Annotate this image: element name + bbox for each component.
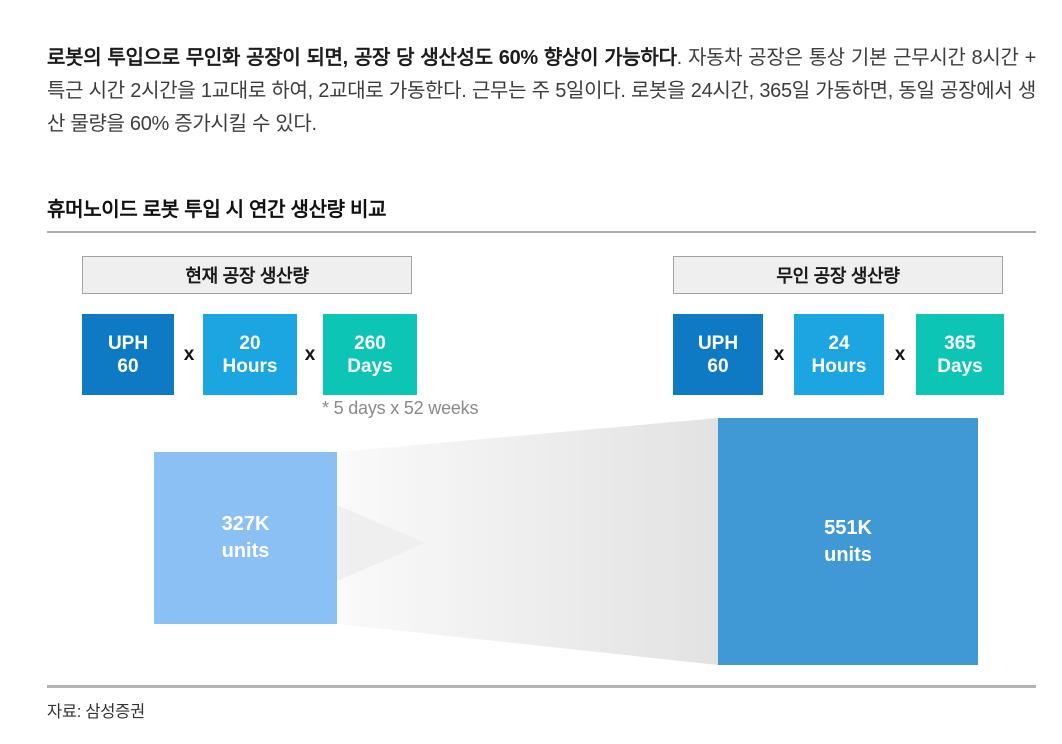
unmanned-days-line1: 365 [944, 332, 976, 354]
current-uph-line2: 60 [117, 355, 139, 377]
unmanned-hours-line1: 24 [828, 332, 850, 354]
unmanned-uph-line1: UPH [697, 332, 739, 354]
multiply-sign: x [183, 343, 195, 365]
unmanned-uph-line2: 60 [707, 355, 729, 377]
multiply-sign: x [304, 343, 316, 365]
current-days-line2: Days [347, 355, 393, 377]
unmanned-output-unit: units [824, 543, 872, 566]
title-rule [47, 231, 1036, 233]
current-hours-box: 20 Hours [203, 314, 297, 395]
unmanned-output-box: 551K units [718, 418, 978, 665]
unmanned-days-line2: Days [937, 355, 983, 377]
current-days-line1: 260 [354, 332, 386, 354]
current-output-unit: units [221, 540, 270, 562]
current-section-header: 현재 공장 생산량 [82, 256, 412, 294]
intro-paragraph: 로봇의 투입으로 무인화 공장이 되면, 공장 당 생산성도 60% 향상이 가… [47, 42, 1036, 141]
unmanned-section-header: 무인 공장 생산량 [673, 256, 1003, 294]
unmanned-hours-line2: Hours [811, 355, 867, 377]
source-note: 자료: 삼성증권 [47, 703, 145, 721]
intro-bold-sentence: 로봇의 투입으로 무인화 공장이 되면, 공장 당 생산성도 60% 향상이 가… [47, 47, 677, 69]
bottom-rule [47, 685, 1036, 688]
funnel-arrow-accent [337, 505, 425, 581]
multiply-sign: x [773, 343, 785, 365]
figure-title: 휴머노이드 로봇 투입 시 연간 생산량 비교 [47, 199, 387, 221]
current-output-box: 327K units [154, 452, 337, 624]
intro-body-text: . 자동차 공장은 통상 기본 근무시간 8시간 + 특근 시간 2시간을 1교… [47, 47, 1036, 135]
unmanned-uph-box: UPH 60 [673, 314, 763, 395]
funnel-shape [337, 418, 718, 665]
current-output-value: 327K [221, 513, 270, 535]
current-hours-line1: 20 [239, 332, 261, 354]
current-days-box: 260 Days [323, 314, 417, 395]
current-uph-line1: UPH [107, 332, 149, 354]
unmanned-hours-box: 24 Hours [794, 314, 884, 395]
multiply-sign: x [894, 343, 906, 365]
unmanned-output-value: 551K [824, 516, 872, 539]
current-uph-box: UPH 60 [82, 314, 174, 395]
unmanned-days-box: 365 Days [916, 314, 1004, 395]
note-5days-52weeks: * 5 days x 52 weeks [322, 398, 479, 418]
current-hours-line2: Hours [222, 355, 278, 377]
funnel-trapezoid [337, 418, 718, 665]
